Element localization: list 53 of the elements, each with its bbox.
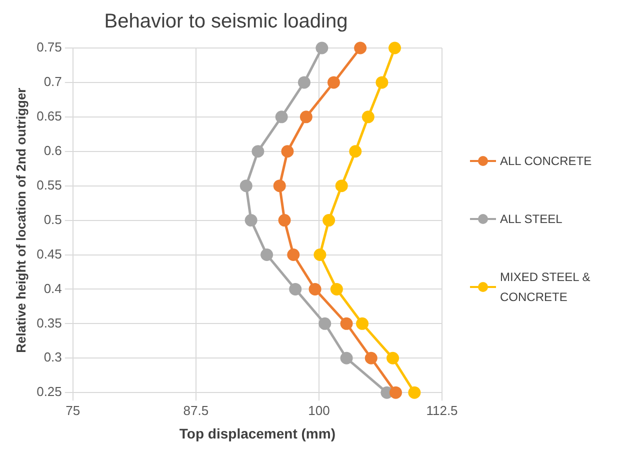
point bbox=[354, 42, 367, 54]
y-tick-label: 0.75 bbox=[36, 40, 62, 55]
point bbox=[340, 317, 353, 330]
legend-label: ALL CONCRETE bbox=[500, 152, 592, 170]
point bbox=[322, 214, 336, 227]
legend-label: MIXED STEEL & CONCRETE bbox=[500, 268, 592, 306]
y-tick-label: 0.6 bbox=[44, 142, 62, 158]
y-tick-label: 0.7 bbox=[44, 74, 62, 90]
point bbox=[340, 352, 353, 364]
x-tick-label: 75 bbox=[66, 402, 80, 418]
x-tick-label: 112.5 bbox=[426, 402, 458, 418]
point bbox=[300, 110, 312, 124]
point bbox=[389, 386, 402, 399]
legend-label: ALL STEEL bbox=[500, 210, 562, 228]
point bbox=[316, 42, 328, 54]
y-tick-label: 0.65 bbox=[36, 108, 62, 124]
point bbox=[327, 76, 340, 89]
y-tick-label: 0.25 bbox=[36, 384, 62, 400]
point bbox=[287, 248, 300, 262]
point bbox=[386, 352, 400, 364]
point bbox=[278, 214, 291, 227]
point bbox=[260, 248, 274, 262]
point bbox=[308, 282, 322, 296]
point bbox=[240, 180, 252, 192]
y-tick-label: 0.35 bbox=[36, 315, 62, 330]
y-tick-label: 0.45 bbox=[36, 246, 62, 262]
point bbox=[408, 386, 421, 399]
x-tick-label: 87.5 bbox=[183, 402, 209, 418]
point bbox=[356, 317, 369, 330]
point bbox=[330, 282, 343, 296]
point bbox=[298, 76, 310, 89]
point bbox=[275, 110, 288, 124]
point bbox=[388, 42, 402, 54]
y-tick-label: 0.5 bbox=[44, 212, 62, 227]
y-tick-label: 0.4 bbox=[44, 280, 62, 296]
chart-title: Behavior to seismic loading bbox=[104, 10, 348, 33]
point bbox=[281, 145, 294, 158]
point bbox=[314, 248, 326, 262]
point bbox=[364, 352, 378, 364]
point bbox=[318, 317, 332, 330]
point bbox=[376, 76, 388, 89]
point bbox=[349, 145, 362, 158]
point bbox=[244, 214, 258, 227]
x-axis-title: Top displacement (mm) bbox=[179, 425, 336, 442]
point bbox=[335, 180, 348, 192]
point bbox=[273, 180, 286, 192]
point bbox=[289, 282, 302, 296]
y-tick-label: 0.55 bbox=[36, 177, 62, 192]
x-tick-label: 100 bbox=[308, 402, 330, 418]
point bbox=[252, 145, 264, 158]
y-axis-title: Relative height of location of 2nd outrigger bbox=[13, 88, 28, 353]
point bbox=[362, 110, 374, 124]
y-tick-label: 0.3 bbox=[44, 350, 62, 365]
